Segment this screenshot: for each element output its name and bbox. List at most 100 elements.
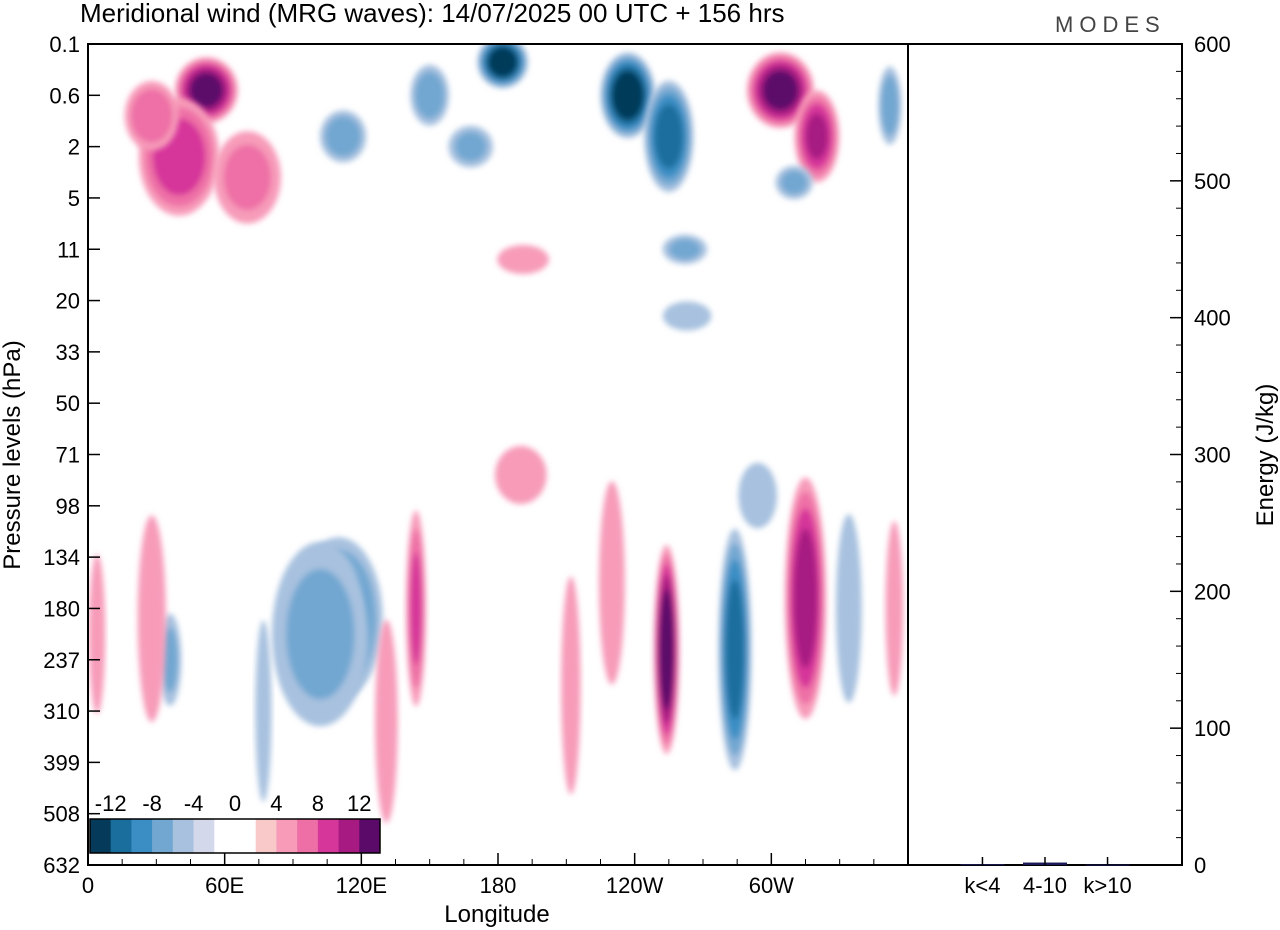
y-tick-label: 98	[56, 494, 80, 519]
wind-contour	[835, 514, 862, 703]
energy-frame	[907, 43, 1183, 866]
wind-feature	[746, 52, 814, 129]
colorbar-swatch	[131, 819, 153, 853]
colorbar-swatch	[359, 819, 381, 853]
x-axis-label: Longitude	[444, 901, 549, 928]
energy-bars: k<4 4-10 k>10	[960, 857, 1132, 898]
colorbar-swatch	[276, 819, 298, 853]
wind-feature	[738, 462, 777, 529]
wind-feature	[775, 165, 813, 200]
wind-feature	[600, 52, 656, 139]
wind-contour	[410, 552, 422, 665]
wind-contour	[885, 521, 904, 696]
colorbar-swatch	[152, 819, 174, 853]
wind-feature	[375, 619, 398, 823]
colorbar-swatch	[90, 819, 112, 853]
y-tick-label: 2	[68, 135, 80, 160]
brand-logo: MODES	[1055, 12, 1166, 37]
wind-feature	[662, 234, 708, 264]
x-tick-label: 0	[82, 873, 94, 898]
wind-feature	[410, 64, 450, 126]
wind-feature	[124, 81, 179, 151]
y-tick-label: 399	[43, 750, 80, 775]
wind-feature	[794, 90, 840, 183]
wind-feature	[448, 125, 494, 168]
wind-contour	[780, 170, 808, 195]
wind-contour	[669, 238, 701, 260]
y-tick-label: 508	[43, 802, 80, 827]
wind-contour	[793, 528, 818, 668]
y-tick-label: 180	[43, 596, 80, 621]
wind-contour	[805, 113, 829, 160]
chart-title: Meridional wind (MRG waves): 14/07/2025 …	[80, 0, 785, 28]
bar-category-label: k<4	[964, 873, 1000, 898]
energy-tick-label: 200	[1194, 579, 1231, 604]
wind-feature	[213, 131, 281, 224]
y-tick-label: 310	[43, 699, 80, 724]
wind-feature	[137, 515, 166, 722]
wind-contour	[561, 576, 581, 795]
x-tick-label: 180	[480, 873, 517, 898]
y-tick-label: 33	[56, 340, 80, 365]
bar-category-label: k>10	[1083, 873, 1131, 898]
wind-feature	[271, 541, 369, 727]
colorbar-swatch	[235, 819, 257, 853]
colorbar-swatch	[214, 819, 236, 853]
colorbar-swatch	[297, 819, 319, 853]
energy-tick-label: 100	[1194, 716, 1231, 741]
wind-feature	[599, 481, 625, 685]
wind-contour	[738, 462, 777, 529]
energy-axis-label: Energy (J/kg)	[1252, 384, 1279, 527]
colorbar-legend: -12 -8 -4 0 4 8 12	[89, 791, 381, 854]
wind-contour	[599, 481, 625, 685]
wind-feature	[718, 528, 752, 771]
longitude-axis: 0 60E 120E 180 120W 60W	[82, 853, 875, 898]
wind-contour	[414, 71, 445, 119]
y-tick-label: 134	[43, 545, 80, 570]
wind-contour	[325, 116, 361, 157]
y-tick-label: 632	[43, 853, 80, 878]
wind-contour	[495, 446, 547, 504]
colorbar-label: 12	[347, 791, 371, 816]
y-axis-label: Pressure levels (hPa)	[0, 340, 26, 569]
colorbar-swatch	[338, 819, 360, 853]
colorbar-label: -12	[95, 791, 127, 816]
y-tick-label: 5	[68, 186, 80, 211]
energy-axis: 0 100 200 300 400 500 600	[1170, 32, 1231, 878]
colorbar-swatch	[172, 819, 194, 853]
wind-contour	[286, 568, 355, 700]
wind-contour	[661, 606, 672, 693]
wind-feature	[561, 576, 581, 795]
colorbar-label: 0	[229, 791, 241, 816]
wind-feature	[495, 446, 547, 504]
y-tick-label: 0.6	[49, 83, 80, 108]
wind-feature	[835, 514, 862, 703]
wind-feature	[653, 545, 680, 754]
wind-contour	[137, 515, 166, 722]
wind-contour	[223, 144, 272, 210]
wind-contour	[662, 301, 712, 331]
wind-contour	[762, 70, 798, 110]
wind-contour	[880, 75, 899, 136]
wind-contour	[654, 104, 684, 169]
wind-contour	[130, 88, 173, 143]
y-tick-label: 20	[56, 289, 80, 314]
wind-contour	[375, 619, 398, 823]
x-tick-label: 120E	[336, 873, 387, 898]
colorbar-label: -8	[142, 791, 162, 816]
y-tick-label: 0.1	[49, 32, 80, 57]
y-tick-label: 71	[56, 443, 80, 468]
energy-tick-label: 500	[1194, 169, 1231, 194]
x-tick-label: 120W	[606, 873, 664, 898]
wind-feature	[406, 510, 426, 707]
wind-field	[89, 44, 904, 823]
energy-tick-label: 0	[1194, 853, 1206, 878]
wind-contour	[162, 627, 178, 693]
wind-feature	[644, 80, 694, 193]
colorbar-swatch	[193, 819, 215, 853]
wind-feature	[89, 554, 106, 714]
y-tick-label: 50	[56, 391, 80, 416]
energy-bar	[1085, 864, 1130, 866]
colorbar-label: 4	[270, 791, 282, 816]
